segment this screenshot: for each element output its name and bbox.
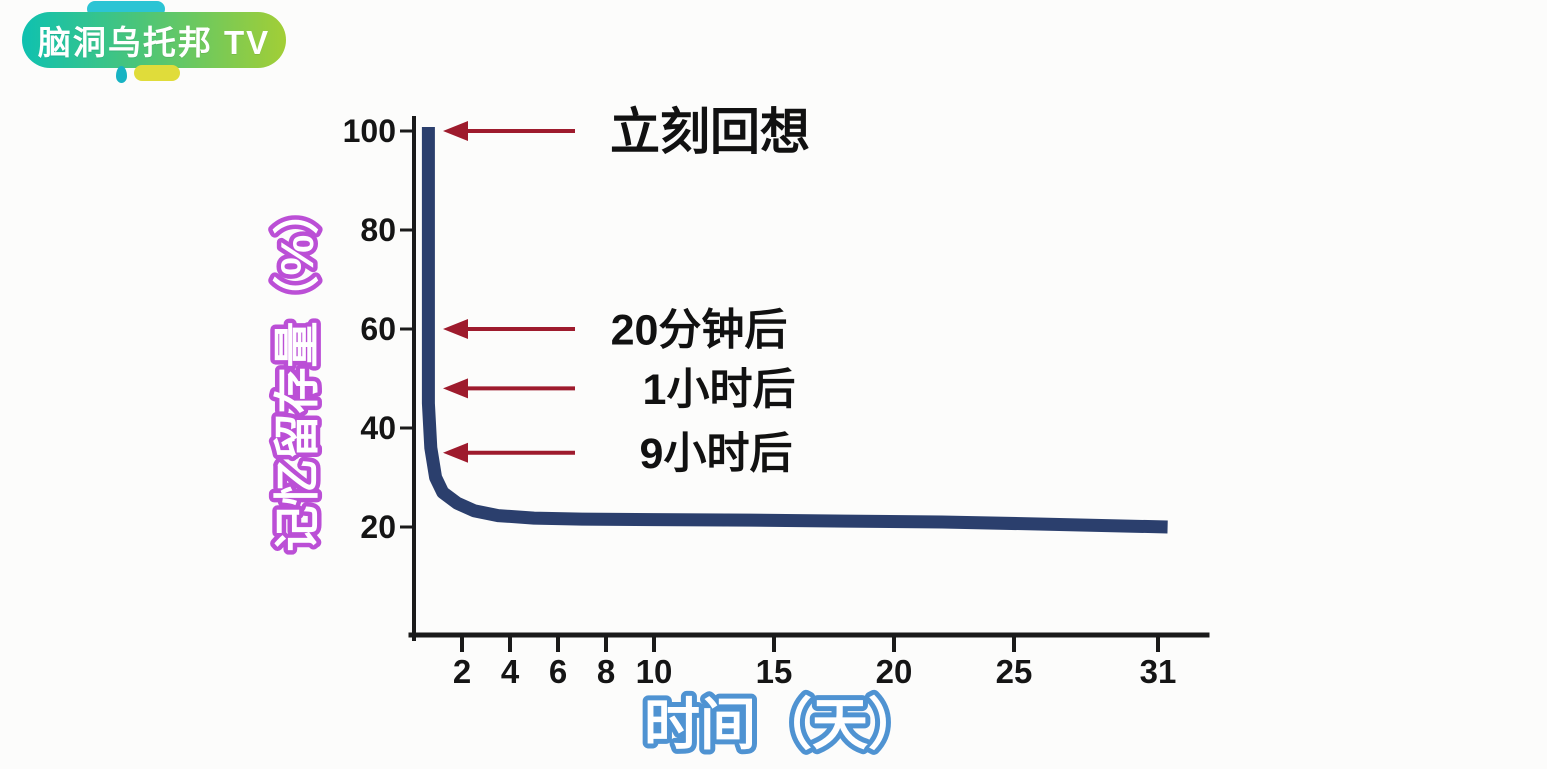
annotation: 1小时后 (443, 366, 795, 414)
x-tick-label: 2 (453, 653, 471, 690)
x-tick-label: 15 (756, 653, 793, 690)
y-tick-label: 80 (360, 212, 396, 248)
y-tick-label: 20 (360, 509, 396, 545)
left-arrow-icon (443, 121, 468, 141)
x-tick-label: 10 (636, 653, 673, 690)
logo-pill: 脑洞乌托邦 TV (22, 12, 286, 68)
logo-bottom-tab-shape (134, 65, 180, 81)
left-arrow-icon (443, 319, 468, 339)
annotation-label: 20分钟后 (611, 306, 788, 354)
y-axis-title: 记忆留存量（%） (271, 189, 323, 552)
x-tick-label: 4 (501, 653, 520, 690)
annotation-label: 1小时后 (643, 366, 796, 414)
annotation: 9小时后 (443, 430, 792, 478)
annotation-label: 立刻回想 (610, 104, 810, 160)
annotation-label: 9小时后 (640, 430, 793, 478)
x-axis-title: 时间（天） (644, 693, 924, 756)
y-tick-label: 60 (360, 311, 396, 347)
logo-text: 脑洞乌托邦 TV (37, 24, 271, 61)
axes (408, 116, 1210, 641)
left-arrow-icon (443, 378, 468, 399)
y-tick-label: 100 (343, 113, 396, 149)
axis-ticks: 100 80 60 40 20 2 4 6 8 10 15 20 25 31 (343, 113, 1177, 690)
x-tick-label: 20 (876, 653, 913, 690)
x-tick-label: 25 (996, 653, 1033, 690)
x-tick-label: 31 (1140, 653, 1177, 690)
annotation: 立刻回想 (443, 104, 810, 160)
left-arrow-icon (443, 442, 468, 463)
memory-curve (421, 127, 1168, 534)
memory-curve-line (421, 127, 1168, 534)
x-tick-label: 6 (549, 653, 567, 690)
logo-drop-shape (116, 66, 127, 83)
channel-logo: 脑洞乌托邦 TV (0, 0, 320, 100)
y-tick-label: 40 (360, 410, 396, 446)
annotation: 20分钟后 (443, 306, 787, 354)
annotations: 立刻回想 20分钟后 1小时后 9小时后 (443, 104, 810, 478)
x-tick-label: 8 (597, 653, 615, 690)
